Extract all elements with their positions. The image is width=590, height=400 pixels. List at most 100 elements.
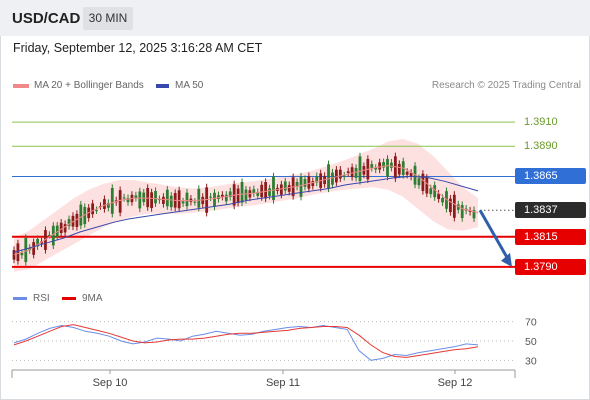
price-candle [299,176,303,197]
price-candle [83,206,87,225]
price-candle [382,162,385,168]
price-candle [220,194,224,197]
price-candle [169,195,173,208]
price-candle [437,193,441,200]
price-candle [338,169,342,179]
price-candle [327,164,330,189]
price-candle [417,178,421,186]
price-candle [51,225,55,246]
price-candle [103,199,106,209]
price-candle [106,203,110,208]
price-candle [224,194,228,202]
rsi-ma-legend-swatch [62,297,76,300]
price-candle [433,185,437,198]
price-candle [47,234,51,236]
rsi-legend-swatch [13,297,27,300]
ma20-line [13,165,479,256]
price-candle [315,176,319,183]
price-candle [441,197,444,203]
price-candle [378,162,382,170]
price-candle [287,185,291,192]
price-candle [460,205,464,219]
rsi-level-label: 50 [525,336,537,348]
price-candle [303,179,307,187]
chart-header: USD/CAD 30 MIN [0,0,590,36]
price-candle [370,164,374,169]
price-candle [146,187,150,208]
price-candle [374,167,378,170]
price-candle [386,158,389,177]
price-candle [158,199,161,201]
ma50-legend-label: MA 50 [175,80,204,91]
price-candle [393,156,397,179]
price-candle [264,181,268,199]
price-candle [354,167,358,178]
ma50-legend-swatch [156,84,169,88]
price-candle [75,213,79,227]
price-candle [213,192,216,207]
price-candle [260,184,264,198]
price-candle [334,169,338,183]
price-candle [252,189,256,194]
price-candle [134,195,138,198]
price-candle [138,191,142,209]
price-candle [154,190,157,204]
price-candle [16,243,20,262]
price-candle [331,172,334,185]
price-candle [59,222,63,234]
price-candle [122,197,126,199]
support-level-tag: 1.3815 [515,228,586,245]
forecast-arrow-shaft [478,209,511,262]
price-candle [91,203,95,215]
price-candle [67,219,71,227]
price-candle [181,201,185,204]
ma50-line [13,175,479,253]
price-candle [449,198,452,213]
time-axis-label: Sep 12 [438,377,473,389]
price-candle [32,242,36,255]
price-candle [95,210,98,212]
price-candle [390,162,393,168]
price-candle [36,238,39,247]
price-candle [118,190,122,213]
price-candle [283,181,287,191]
price-candle [468,210,472,212]
price-candle [185,192,189,207]
price-candle [110,188,114,214]
rsi-level-label: 70 [525,317,537,329]
price-candle [150,192,154,209]
price-candle [162,196,165,204]
price-candle [244,189,248,201]
timestamp: Friday, September 12, 2025 3:16:28 AM CE… [13,41,263,55]
price-candle [79,204,83,226]
price-candle [268,188,271,196]
price-candle [201,196,205,205]
resistance-level-tag: 1.3910 [524,116,558,129]
time-axis-label: Sep 10 [93,377,128,389]
price-candle [425,177,429,194]
price-candle [307,176,311,189]
price-candle [279,184,283,195]
price-candle [24,237,28,263]
last-level-tag: 1.3837 [515,202,586,219]
price-candle [421,173,425,191]
rsi-ma-line [13,324,479,358]
pivot-level-tag: 1.3865 [515,168,586,185]
price-candle [295,181,299,187]
price-candle [236,188,240,203]
price-candle [429,188,433,195]
forecast-arrow-head [501,252,512,267]
timeframe-button[interactable]: 30 MIN [83,7,133,30]
price-candle [409,172,413,177]
instrument-title: USD/CAD [12,10,81,27]
price-candle [256,192,260,196]
price-candle [177,190,181,209]
price-candle [142,192,146,202]
price-candle [228,191,232,198]
support-level-tag: 1.3790 [515,258,586,275]
credit-text: Research © 2025 Trading Central [431,80,581,91]
price-candle [452,194,456,218]
rsi-legend-label: RSI [33,293,50,304]
rsi-ma-legend-label: 9MA [82,293,103,304]
